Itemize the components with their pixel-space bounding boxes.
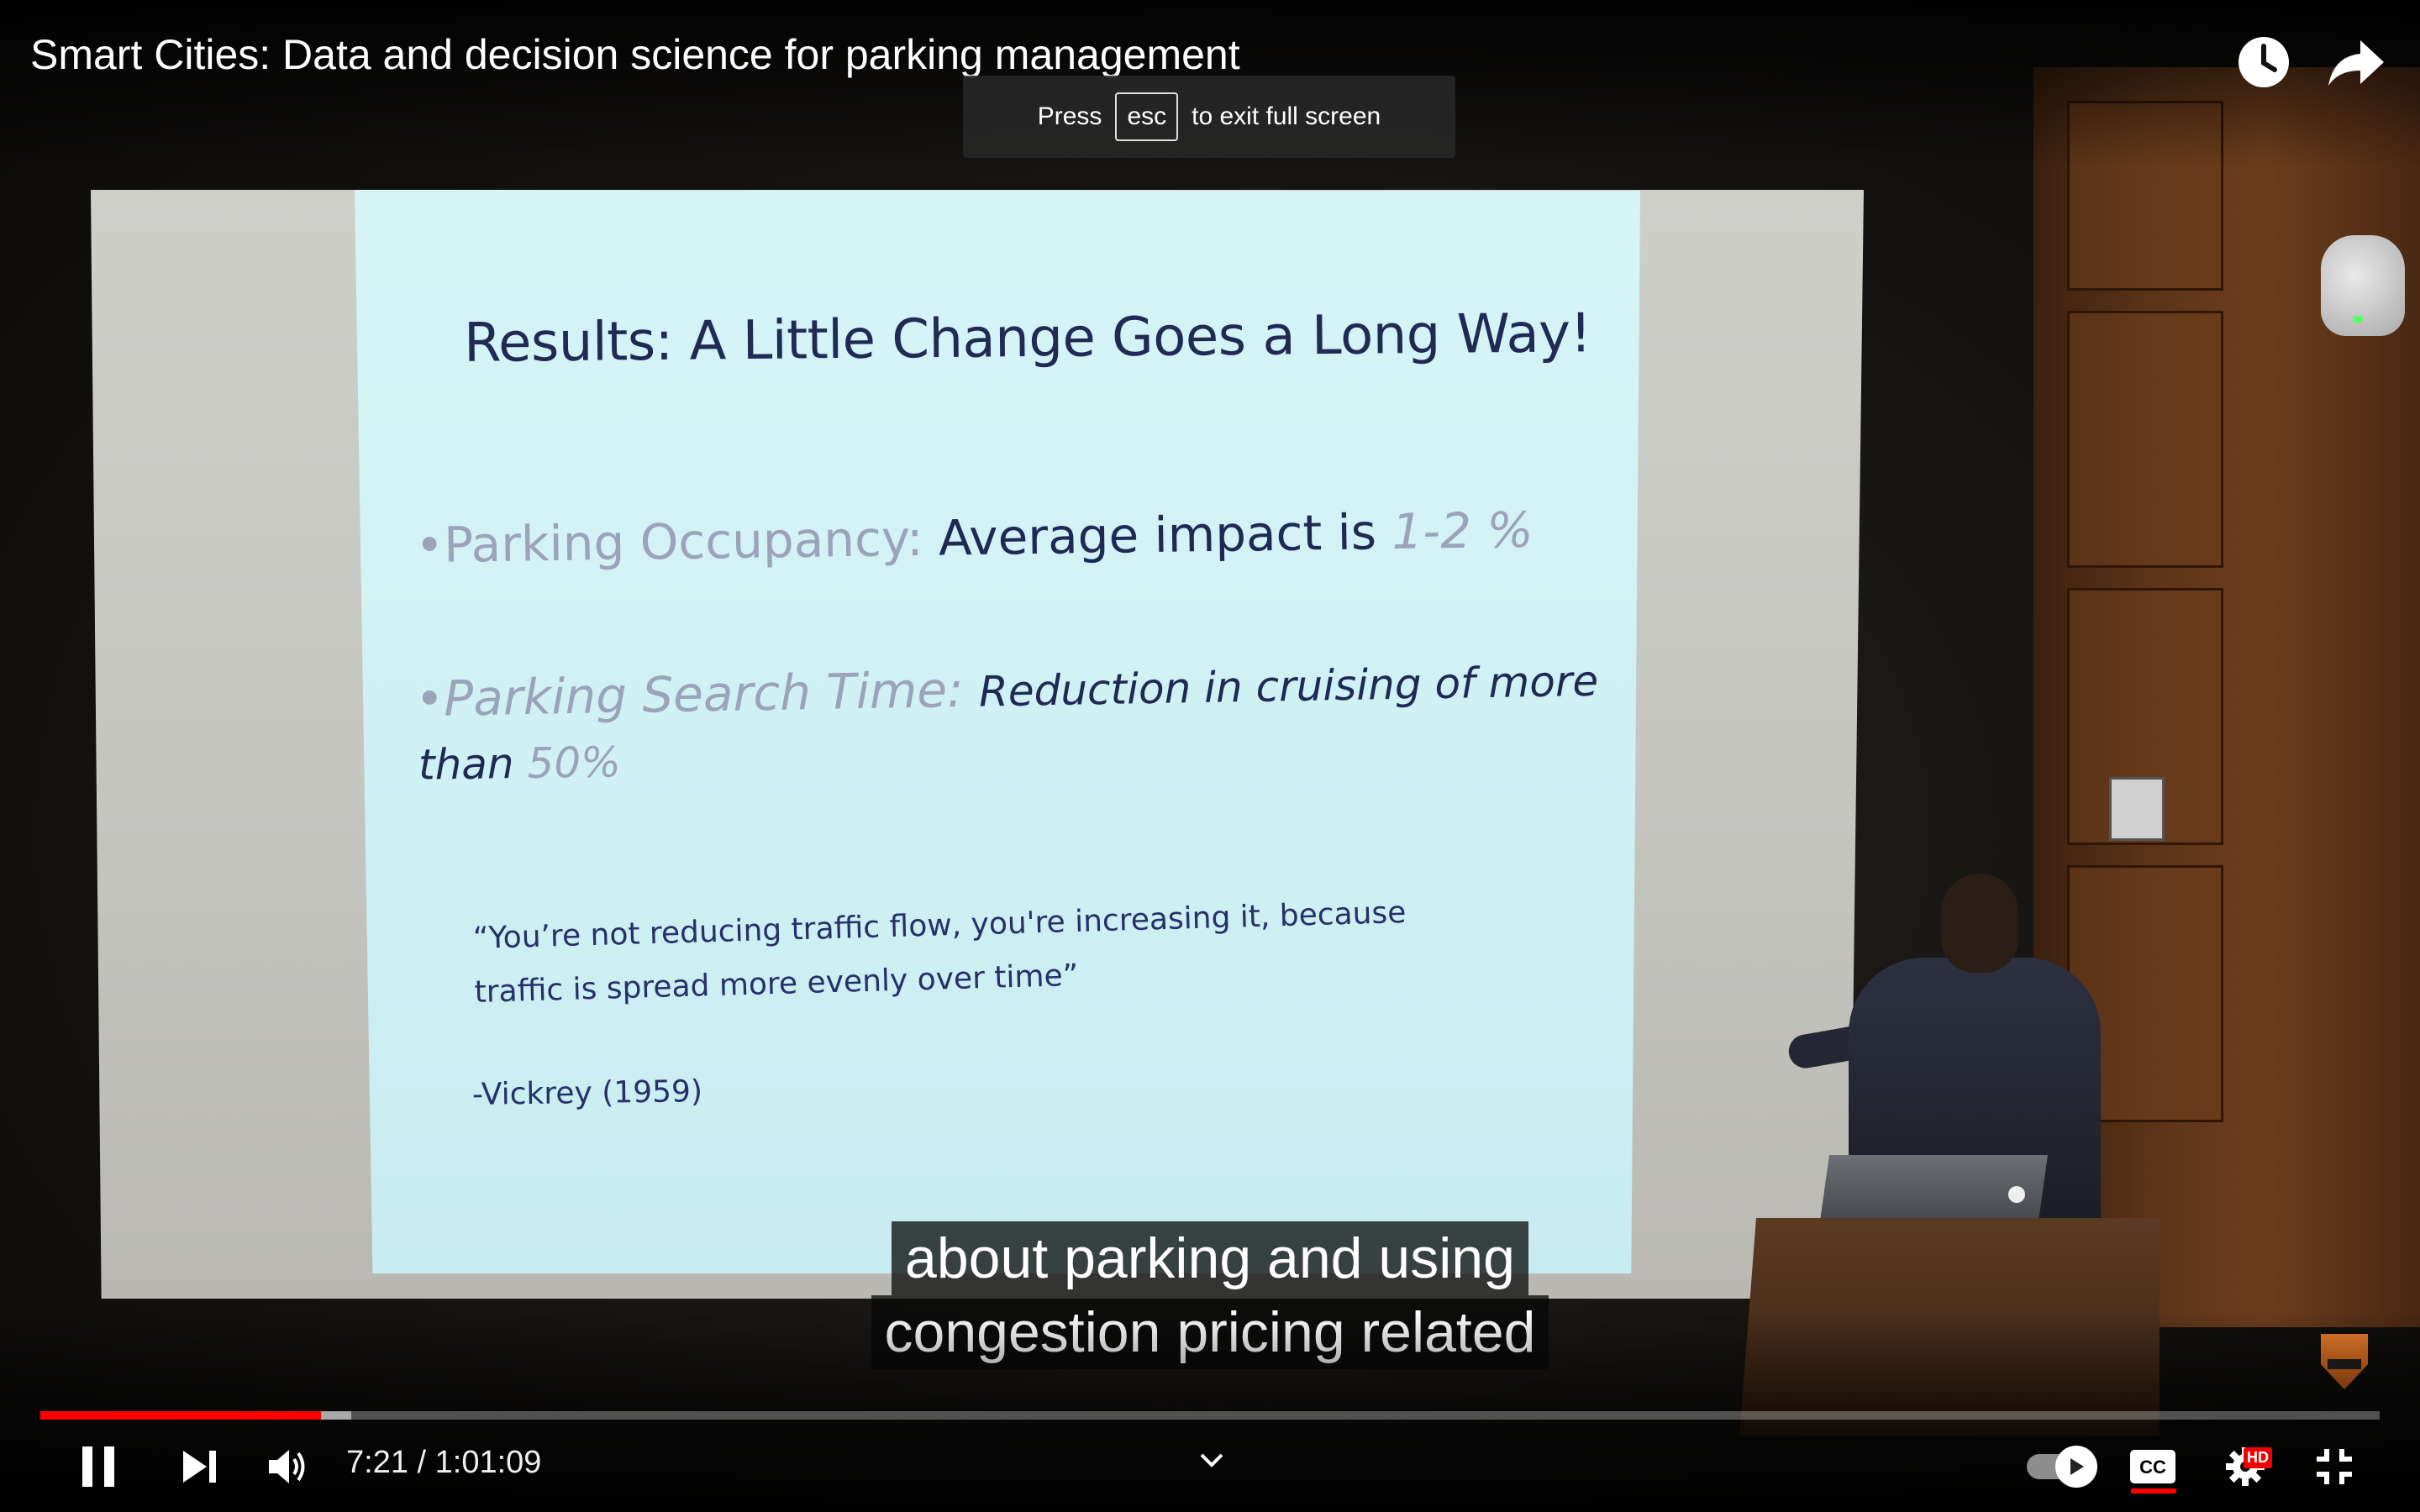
next-button[interactable] [168,1435,232,1499]
share-icon[interactable] [2324,30,2388,94]
exit-fullscreen-button[interactable] [2302,1435,2366,1499]
bullet-text: Reduction in cruising of more [978,656,1599,717]
bullet-value: 1-2 % [1391,501,1534,561]
ceiling-sensor [2321,235,2405,336]
chapter-expand-button[interactable] [1180,1428,1244,1492]
next-icon [183,1451,216,1483]
video-title[interactable]: Smart Cities: Data and decision science … [30,31,1240,78]
bullet-parking-search-time-cont: than 50% [418,738,621,789]
clock-icon[interactable] [2232,30,2296,94]
progress-bar[interactable] [40,1411,2380,1420]
bullet-value: 50% [527,738,622,788]
laptop-logo [2008,1186,2025,1203]
exit-fullscreen-icon [2317,1449,2352,1484]
chevron-down-icon [1200,1453,1223,1467]
bullet-parking-occupancy: •Parking Occupancy: Average impact is 1-… [415,501,1534,575]
cc-icon: CC [2130,1450,2175,1483]
bullet-marker: • [414,516,445,575]
slide-quote: “You’re not reducing traffic flow, you'r… [472,885,1441,1020]
esc-key: esc [1115,92,1179,141]
volume-button[interactable] [257,1435,321,1499]
slide-title: Results: A Little Change Goes a Long Way… [463,302,1591,375]
toast-text-before: Press [1037,102,1102,130]
current-time: 7:21 [346,1445,408,1480]
svg-text:CC: CC [2139,1457,2166,1478]
bullet-parking-search-time: •Parking Search Time: Reduction in cruis… [415,650,1599,728]
duration: 1:01:09 [434,1445,542,1480]
pause-icon [82,1446,114,1487]
captions-active-indicator [2131,1488,2176,1494]
caption-line: about parking and using [892,1221,1528,1295]
wall-outlet [2109,777,2165,841]
play-icon [2070,1458,2084,1475]
wall-panel [2067,311,2223,568]
bullet-label: Parking Search Time: [443,660,965,727]
fullscreen-toast: Press esc to exit full screen [963,76,1455,158]
volume-icon [269,1450,305,1483]
progress-played [40,1411,322,1420]
toast-text-after: to exit full screen [1192,102,1381,130]
captions-button[interactable]: CC [2121,1435,2185,1499]
time-display: 7:21 / 1:01:09 [346,1445,541,1481]
bullet-marker: • [414,669,445,728]
presentation-slide: Results: A Little Change Goes a Long Way… [355,190,1640,1273]
autoplay-knob[interactable] [2055,1446,2097,1488]
pause-button[interactable] [67,1435,131,1499]
bullet-label: Parking Occupancy: [443,509,924,574]
hd-badge: HD [2244,1447,2272,1468]
bullet-text: Average impact is [938,503,1377,567]
speaker-head [1941,874,2018,973]
sensor-led [2353,316,2363,323]
bullet-text: than [418,739,515,790]
bottom-gradient [0,1310,2420,1512]
quote-attribution: -Vickrey (1959) [471,1074,703,1112]
time-separator: / [417,1445,427,1480]
